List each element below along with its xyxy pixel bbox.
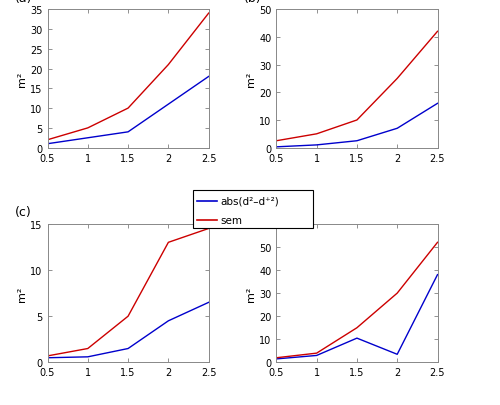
Y-axis label: m²: m² [18,72,28,87]
Text: (d): (d) [244,206,262,219]
Y-axis label: m²: m² [18,286,28,301]
Text: (a): (a) [16,0,33,4]
Y-axis label: m²: m² [246,72,256,87]
Text: (b): (b) [244,0,262,4]
Text: (c): (c) [16,206,32,219]
Text: sem: sem [220,215,242,225]
Text: abs(d²–d⁺²): abs(d²–d⁺²) [220,196,279,206]
Y-axis label: m²: m² [246,286,256,301]
